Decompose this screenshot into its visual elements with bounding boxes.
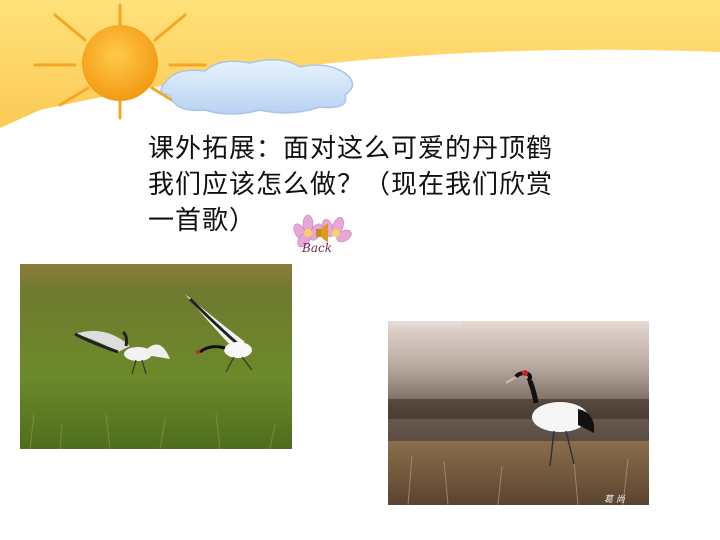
- text-line-2: 我们应该怎么做？（现在我们欣赏: [148, 170, 554, 200]
- audio-back-button[interactable]: Back: [286, 212, 356, 260]
- crane-right: [185, 294, 253, 373]
- text-line-3: 一首歌）: [148, 206, 257, 236]
- speaker-icon: [316, 223, 328, 243]
- crane-walking-photo: 葛 尚: [388, 321, 649, 505]
- flower-speaker-icon: [293, 214, 352, 248]
- audio-button-label: Back: [302, 241, 332, 255]
- cranes-in-grass-photo: [20, 264, 292, 449]
- sun-icon: [33, 3, 207, 120]
- text-line-1: 课外拓展：面对这么可爱的丹顶鹤: [148, 134, 554, 164]
- slide-body-text: 课外拓展：面对这么可爱的丹顶鹤 我们应该怎么做？（现在我们欣赏 一首歌）: [148, 131, 648, 239]
- top-banner: [0, 0, 720, 128]
- crane-left: [74, 330, 170, 375]
- cloud-icon: [160, 59, 354, 115]
- crane-standing: [505, 370, 595, 467]
- photo-signature: 葛 尚: [604, 495, 625, 505]
